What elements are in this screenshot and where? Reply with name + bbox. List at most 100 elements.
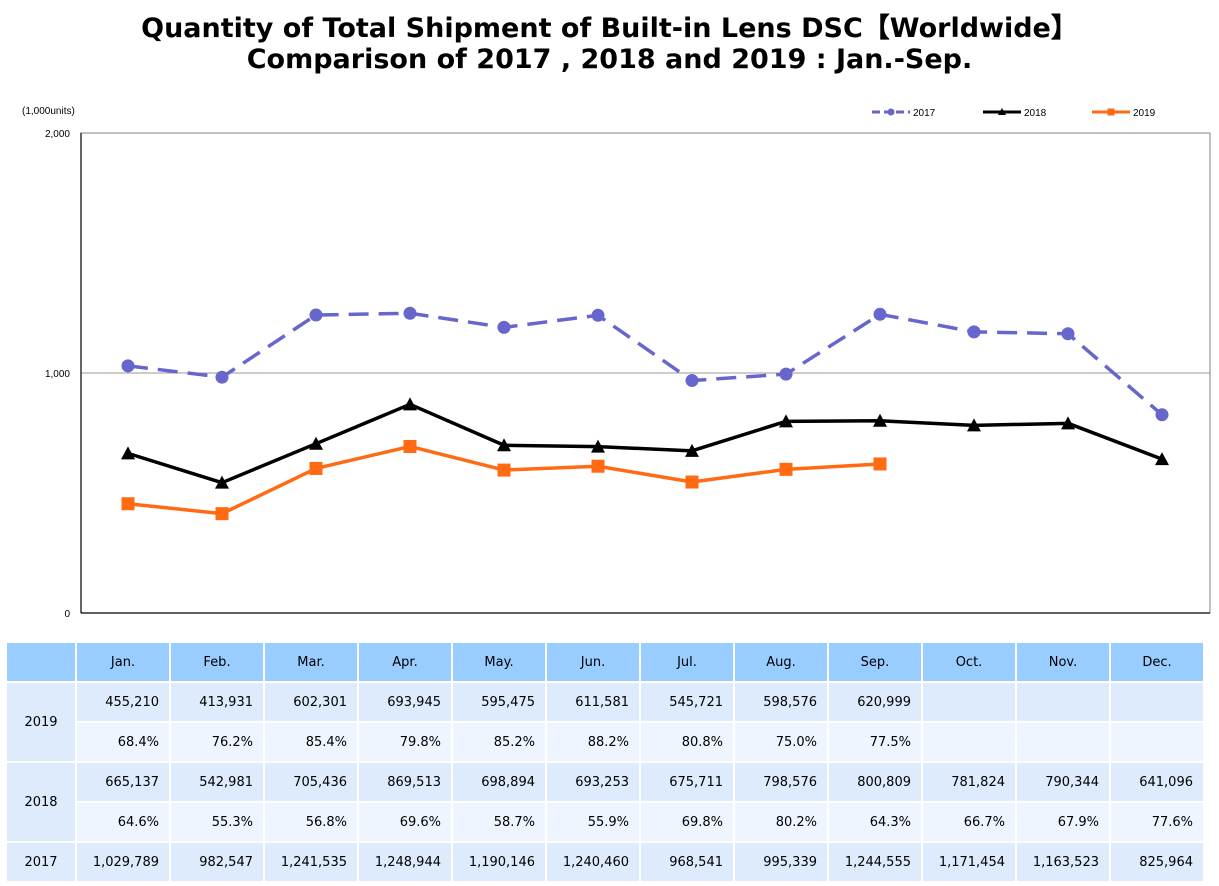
percent-cell: 69.8% <box>641 803 733 841</box>
percent-cell: 77.6% <box>1111 803 1203 841</box>
percent-cell: 58.7% <box>453 803 545 841</box>
year-label: 2018 <box>7 763 75 841</box>
data-point-2019 <box>121 497 135 511</box>
percent-cell: 66.7% <box>923 803 1015 841</box>
data-point-2017 <box>591 308 605 322</box>
data-point-2017 <box>873 307 887 321</box>
data-point-2018 <box>309 436 323 450</box>
legend-item-2017: 2017 <box>872 108 936 119</box>
units-cell: 1,029,789 <box>77 843 169 881</box>
percent-cell <box>1111 723 1203 761</box>
percent-cell: 67.9% <box>1017 803 1109 841</box>
percent-cell: 64.3% <box>829 803 921 841</box>
month-header: Jul. <box>641 643 733 681</box>
legend-item-2019: 2019 <box>1092 108 1156 119</box>
data-point-2018 <box>967 418 981 432</box>
data-point-2017 <box>121 359 135 373</box>
percent-cell: 68.4% <box>77 723 169 761</box>
data-point-2019 <box>779 462 793 476</box>
data-point-2018 <box>873 413 887 427</box>
percent-cell <box>1017 723 1109 761</box>
y-tick-label: 1,000 <box>45 369 70 380</box>
data-point-2019 <box>309 461 323 475</box>
month-header: Jun. <box>547 643 639 681</box>
month-header: Mar. <box>265 643 357 681</box>
legend-item-2018: 2018 <box>983 108 1047 119</box>
legend-label: 2019 <box>1133 108 1156 119</box>
percent-cell: 88.2% <box>547 723 639 761</box>
units-cell: 698,894 <box>453 763 545 801</box>
chart-title-line2: Comparison of 2017 , 2018 and 2019 : Jan… <box>246 44 973 75</box>
data-point-2017 <box>215 370 229 384</box>
units-cell: 1,241,535 <box>265 843 357 881</box>
units-cell: 869,513 <box>359 763 451 801</box>
units-cell: 620,999 <box>829 683 921 721</box>
data-point-2017 <box>497 320 511 334</box>
y-tick-label: 0 <box>64 609 70 620</box>
units-cell: 545,721 <box>641 683 733 721</box>
data-point-2018 <box>591 439 605 453</box>
units-cell: 1,163,523 <box>1017 843 1109 881</box>
units-cell: 675,711 <box>641 763 733 801</box>
percent-cell: 80.8% <box>641 723 733 761</box>
percent-cell: 55.3% <box>171 803 263 841</box>
units-cell: 800,809 <box>829 763 921 801</box>
percent-cell: 77.5% <box>829 723 921 761</box>
data-point-2018 <box>121 446 135 460</box>
legend-label: 2018 <box>1024 108 1047 119</box>
month-header: Nov. <box>1017 643 1109 681</box>
units-cell: 455,210 <box>77 683 169 721</box>
units-cell: 693,945 <box>359 683 451 721</box>
percent-cell: 75.0% <box>735 723 827 761</box>
line-chart: (1,000units) 0 1,000 2,000 2017 2018 2019 <box>22 106 1211 620</box>
month-header: Oct. <box>923 643 1015 681</box>
data-point-2019 <box>685 475 699 489</box>
month-header: Aug. <box>735 643 827 681</box>
units-cell: 598,576 <box>735 683 827 721</box>
series-line-2019 <box>127 444 881 516</box>
legend-marker <box>1107 108 1115 116</box>
units-cell <box>923 683 1015 721</box>
legend-marker <box>998 108 1006 115</box>
percent-cell: 55.9% <box>547 803 639 841</box>
series-line-2018 <box>127 402 1163 485</box>
units-cell: 665,137 <box>77 763 169 801</box>
units-cell: 705,436 <box>265 763 357 801</box>
month-header: May. <box>453 643 545 681</box>
data-point-2018 <box>1155 452 1169 466</box>
percent-cell: 56.8% <box>265 803 357 841</box>
units-cell: 693,253 <box>547 763 639 801</box>
units-cell: 781,824 <box>923 763 1015 801</box>
y-tick-label: 2,000 <box>45 129 70 140</box>
units-cell: 1,248,944 <box>359 843 451 881</box>
data-point-2019 <box>403 439 417 453</box>
month-header: Feb. <box>171 643 263 681</box>
units-cell: 595,475 <box>453 683 545 721</box>
month-header: Dec. <box>1111 643 1203 681</box>
units-cell: 825,964 <box>1111 843 1203 881</box>
table-row-2018-units: 2018 665,137 542,981 705,436 869,513 698,894 6… <box>7 763 1203 841</box>
units-cell: 602,301 <box>265 683 357 721</box>
units-cell: 1,190,146 <box>453 843 545 881</box>
data-point-2017 <box>779 367 793 381</box>
units-cell: 641,096 <box>1111 763 1203 801</box>
data-point-2017 <box>1061 327 1075 341</box>
percent-cell: 85.2% <box>453 723 545 761</box>
table-row-2019-pct: 68.4% 76.2% 85.4% 79.8% 85.2% 88.2% 80.8% 75.0%… <box>7 723 1203 761</box>
table-header-row: Jan. Feb. Mar. Apr. May. Jun. Jul. Aug. Sep. Oct.… <box>7 643 1203 681</box>
percent-cell: 69.6% <box>359 803 451 841</box>
percent-cell: 76.2% <box>171 723 263 761</box>
year-label: 2017 <box>7 843 75 881</box>
units-cell: 995,339 <box>735 843 827 881</box>
month-header: Jan. <box>77 643 169 681</box>
data-point-2019 <box>873 457 887 471</box>
units-cell: 1,240,460 <box>547 843 639 881</box>
data-point-2019 <box>215 507 229 521</box>
data-point-2018 <box>1061 416 1075 430</box>
legend-marker <box>887 108 895 116</box>
table-row-2017-units: 2017 1,029,789 982,547 1,241,535 1,248,944 1,… <box>7 843 1203 881</box>
units-cell: 798,576 <box>735 763 827 801</box>
data-point-2017 <box>967 325 981 339</box>
series-line-2017 <box>127 311 1164 417</box>
table-corner-cell <box>7 643 75 681</box>
